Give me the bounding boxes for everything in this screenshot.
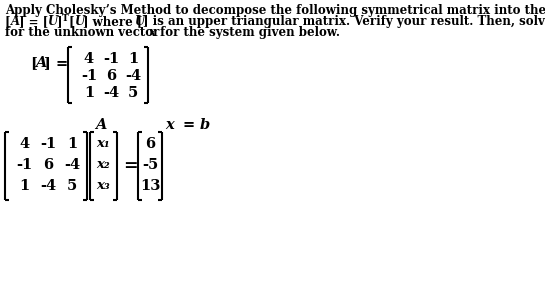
- Text: 5: 5: [67, 179, 77, 193]
- Text: 6: 6: [106, 69, 116, 83]
- Text: -4: -4: [64, 158, 80, 172]
- Text: x₂: x₂: [96, 158, 110, 171]
- Text: =: =: [183, 118, 195, 132]
- Text: 1: 1: [84, 86, 94, 100]
- Text: ] where [: ] where [: [83, 15, 142, 28]
- Text: U: U: [74, 15, 84, 28]
- Text: ]: ]: [56, 15, 62, 28]
- Text: [: [: [68, 15, 74, 28]
- Text: ] is an upper triangular matrix. Verify your result. Then, solve: ] is an upper triangular matrix. Verify …: [143, 15, 545, 28]
- Text: ] =: ] =: [44, 56, 68, 70]
- Text: -4: -4: [125, 69, 141, 83]
- Text: A: A: [35, 56, 46, 70]
- Text: 6: 6: [145, 137, 155, 151]
- Text: 6: 6: [43, 158, 53, 172]
- Text: =: =: [123, 157, 138, 174]
- Text: -1: -1: [103, 52, 119, 66]
- Text: b: b: [200, 118, 210, 132]
- Text: -1: -1: [16, 158, 32, 172]
- Text: [: [: [5, 15, 10, 28]
- Text: -1: -1: [81, 69, 97, 83]
- Text: 4: 4: [19, 137, 29, 151]
- Text: 5: 5: [128, 86, 138, 100]
- Text: 13: 13: [140, 179, 160, 193]
- Text: Apply Cholesky’s Method to decompose the following symmetrical matrix into the f: Apply Cholesky’s Method to decompose the…: [5, 4, 545, 17]
- Text: 1: 1: [19, 179, 29, 193]
- Text: 1: 1: [67, 137, 77, 151]
- Text: x: x: [165, 118, 174, 132]
- Text: A: A: [11, 15, 20, 28]
- Text: U: U: [47, 15, 57, 28]
- Text: ] = [: ] = [: [19, 15, 48, 28]
- Text: 4: 4: [84, 52, 94, 66]
- Text: T: T: [62, 14, 69, 23]
- Text: -1: -1: [40, 137, 56, 151]
- Text: for the unknown vector: for the unknown vector: [5, 26, 164, 39]
- Text: x: x: [148, 26, 155, 39]
- Text: -5: -5: [142, 158, 158, 172]
- Text: 1: 1: [128, 52, 138, 66]
- Text: -4: -4: [103, 86, 119, 100]
- Text: U: U: [134, 15, 144, 28]
- Text: -4: -4: [40, 179, 56, 193]
- Text: x₁: x₁: [96, 137, 110, 150]
- Text: for the system given below.: for the system given below.: [156, 26, 340, 39]
- Text: x₃: x₃: [96, 179, 110, 192]
- Text: [: [: [30, 56, 37, 70]
- Text: A: A: [95, 118, 106, 132]
